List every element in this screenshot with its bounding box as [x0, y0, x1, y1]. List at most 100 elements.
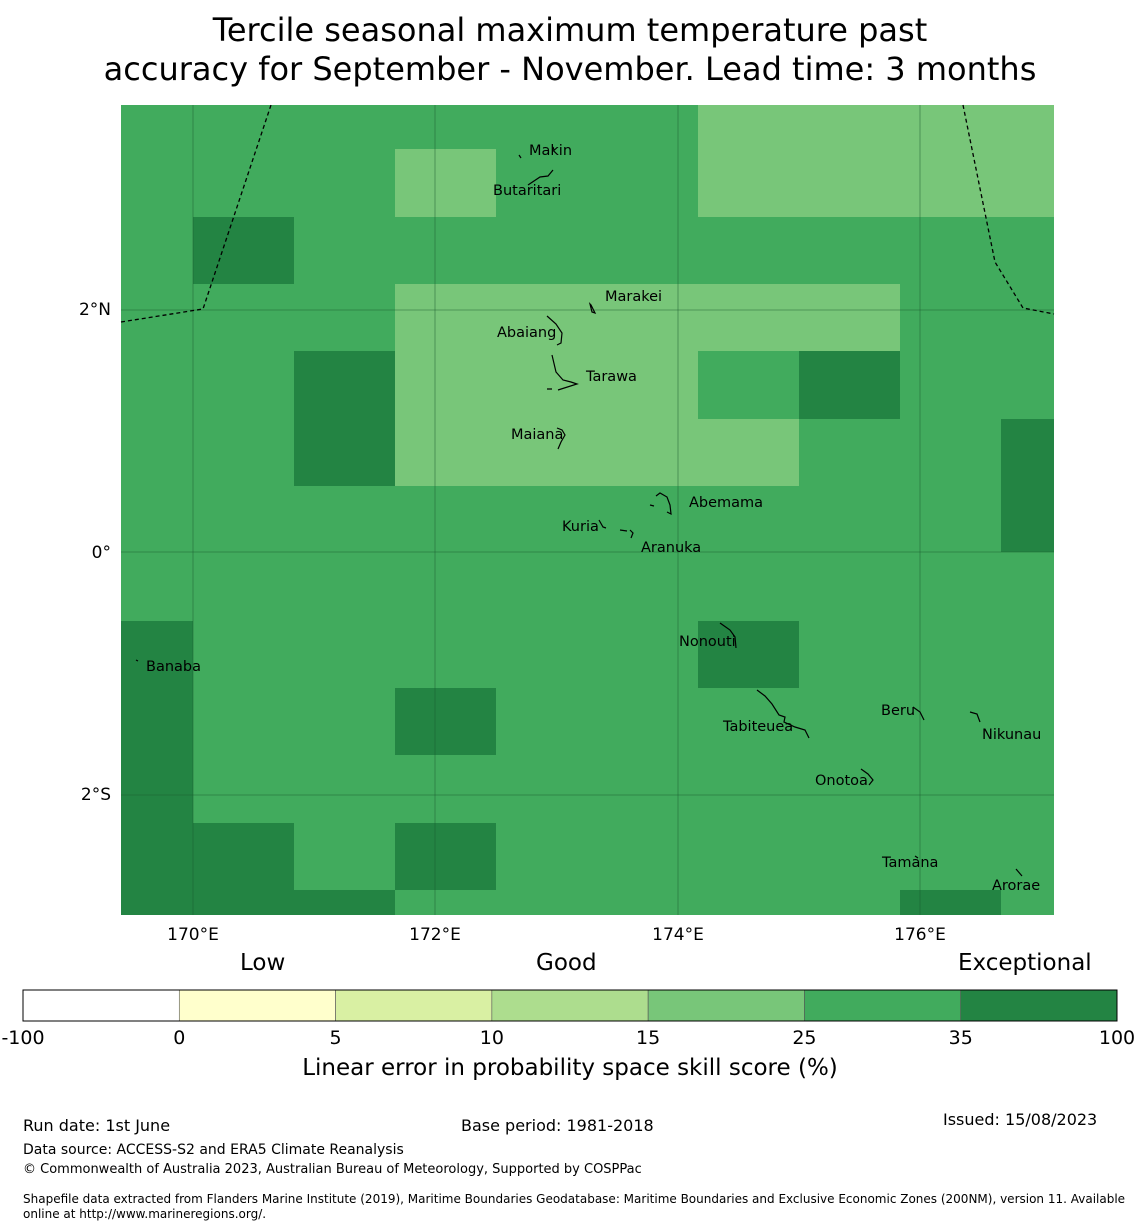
skill-cell — [395, 552, 496, 621]
skill-cell — [597, 890, 698, 915]
skill-cell — [698, 217, 799, 284]
island-label-abaiang: Abaiang — [497, 325, 556, 341]
colorbar-category-low: Low — [240, 950, 286, 976]
base-period: Base period: 1981-2018 — [461, 1116, 654, 1135]
skill-cell — [395, 755, 496, 823]
colorbar-tick-label: 100 — [1099, 1027, 1135, 1049]
abemama-outline — [649, 492, 672, 516]
skill-cell — [294, 621, 395, 688]
skill-cell — [496, 823, 597, 890]
skill-cell — [121, 419, 193, 486]
skill-cell — [799, 552, 900, 621]
eez-boundary-west — [120, 104, 272, 323]
skill-cell — [294, 284, 395, 351]
colorbar-tick-label: 0 — [173, 1027, 185, 1049]
skill-cell — [193, 621, 294, 688]
colorbar-category-good: Good — [536, 950, 597, 976]
beru-outline — [912, 706, 925, 721]
colorbar-label: Linear error in probability space skill … — [302, 1055, 838, 1081]
skill-cell — [193, 351, 294, 419]
skill-cell — [799, 823, 900, 890]
skill-cell — [193, 149, 294, 217]
aranuka-outline — [619, 529, 634, 539]
skill-cell — [597, 688, 698, 755]
skill-cell — [395, 419, 496, 486]
lat-tick-2s: 2°S — [81, 785, 111, 805]
skill-cell — [900, 890, 1001, 915]
colorbar-tick-label: 35 — [949, 1027, 973, 1049]
run-date: Run date: 1st June — [23, 1116, 171, 1135]
skill-cell — [900, 486, 1001, 552]
colorbar-category-exceptional: Exceptional — [958, 950, 1092, 976]
skill-cell — [294, 823, 395, 890]
skill-cell — [799, 284, 900, 351]
island-label-aranuka: Aranuka — [641, 540, 701, 556]
kuria-outline — [598, 519, 607, 529]
skill-cell — [294, 688, 395, 755]
skill-cell — [900, 823, 1001, 890]
skill-cell — [121, 621, 193, 688]
skill-cell — [1001, 552, 1054, 621]
skill-cell — [121, 284, 193, 351]
island-label-kuria: Kuria — [562, 519, 599, 535]
abaiang-outline — [546, 315, 563, 346]
skill-cell — [395, 486, 496, 552]
skill-cell — [395, 284, 496, 351]
colorbar-swatch — [804, 989, 962, 1022]
skill-cell — [1001, 621, 1054, 688]
onotoa-outline — [860, 768, 874, 786]
skill-cell — [395, 890, 496, 915]
butaritari-outline — [527, 169, 554, 186]
shapefile-credit: Shapefile data extracted from Flanders M… — [23, 1192, 1126, 1221]
island-label-maiana: Maiana — [511, 427, 563, 443]
banaba-outline — [135, 659, 139, 662]
skill-cell — [900, 149, 1001, 217]
skill-cell — [799, 688, 900, 755]
skill-cell — [121, 149, 193, 217]
skill-cell — [1001, 105, 1054, 149]
skill-cell — [193, 105, 294, 149]
skill-cell — [1001, 688, 1054, 755]
skill-cell — [698, 105, 799, 149]
skill-cell — [193, 688, 294, 755]
skill-cell — [1001, 419, 1054, 486]
skill-cell — [698, 755, 799, 823]
lon-tick-174: 174°E — [652, 925, 704, 940]
colorbar-tick-labels: -100 0 5 10 15 25 35 100 — [1, 1027, 1135, 1049]
skill-cell — [193, 419, 294, 486]
colorbar-tick-label: -100 — [1, 1027, 44, 1049]
skill-cell — [395, 149, 496, 217]
island-label-arorae: Arorae — [992, 878, 1040, 894]
graticule — [121, 105, 1054, 915]
skill-cell — [597, 486, 698, 552]
skill-cell — [496, 351, 597, 419]
colorbar-tick-label: 15 — [636, 1027, 660, 1049]
skill-cell — [496, 105, 597, 149]
skill-cell — [121, 217, 193, 284]
island-label-nonouti: Nonouti — [679, 634, 736, 650]
lon-tick-170: 170°E — [167, 925, 219, 940]
skill-cell — [395, 823, 496, 890]
lon-tick-172: 172°E — [409, 925, 461, 940]
skill-cell — [395, 621, 496, 688]
skill-cell — [799, 351, 900, 419]
colorbar-frame — [22, 989, 1118, 1022]
skill-cell — [496, 149, 597, 217]
tabiteuea-outline — [756, 689, 810, 739]
skill-cell — [597, 149, 698, 217]
skill-cell — [294, 217, 395, 284]
skill-cell — [193, 823, 294, 890]
skill-cell — [698, 419, 799, 486]
skill-cell — [294, 105, 395, 149]
skill-cell — [698, 890, 799, 915]
island-label-tarawa: Tarawa — [585, 369, 637, 385]
skill-cell — [799, 486, 900, 552]
maiana-outline — [556, 427, 566, 450]
colorbar-swatch — [22, 989, 180, 1022]
skill-cell — [698, 621, 799, 688]
skill-cell — [294, 755, 395, 823]
colorbar-swatch — [335, 989, 493, 1022]
colorbar-tick-label: 10 — [480, 1027, 504, 1049]
skill-cell — [698, 823, 799, 890]
skill-cell — [193, 284, 294, 351]
